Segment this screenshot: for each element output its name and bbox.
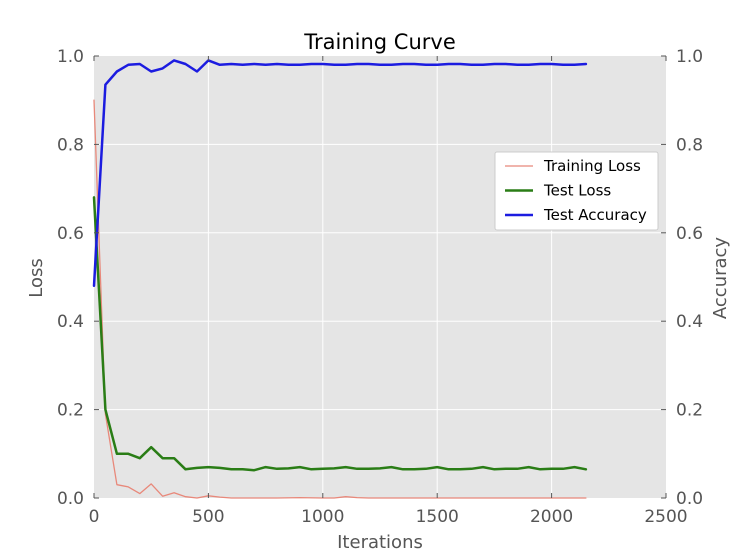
y-axis-label-right: Accuracy: [710, 237, 731, 320]
x-tick-label: 0: [89, 507, 100, 527]
legend-label: Training Loss: [543, 157, 641, 175]
legend-label: Test Accuracy: [543, 206, 647, 224]
x-tick-label: 2500: [644, 507, 687, 527]
x-tick-label: 1000: [301, 507, 344, 527]
y-tick-label-left: 0.8: [57, 135, 84, 155]
y-tick-label-left: 0.6: [57, 224, 84, 244]
x-axis-label: Iterations: [337, 532, 423, 553]
y-tick-label-right: 1.0: [676, 47, 703, 67]
series-line-training-loss: [93, 99, 587, 499]
x-tick-label: 500: [192, 507, 224, 527]
legend-label: Test Loss: [543, 182, 611, 200]
y-tick-label-right: 0.4: [676, 312, 703, 332]
y-tick-label-right: 0.0: [676, 489, 703, 509]
y-tick-label-right: 0.6: [676, 224, 703, 244]
y-tick-label-left: 0.2: [57, 401, 84, 421]
y-tick-label-left: 1.0: [57, 47, 84, 67]
y-tick-label-left: 0.4: [57, 312, 84, 332]
series-line-test-loss: [92, 196, 588, 472]
x-tick-label: 2000: [530, 507, 573, 527]
axes-layer: 0 500 1000 1500 2000 25000.00.20.40.60.81.00.…: [57, 47, 703, 527]
y-tick-label-left: 0.0: [57, 489, 84, 509]
plot-background: [94, 56, 666, 498]
y-tick-label-right: 0.2: [676, 401, 703, 421]
grid-lines: [94, 56, 666, 498]
y-axis-label-left: Loss: [26, 258, 47, 297]
chart-title: Training Curve: [303, 30, 456, 54]
legend: Training Loss Test Loss Test Accuracy: [494, 151, 659, 231]
series-line-test-accuracy: [92, 59, 588, 288]
y-tick-label-right: 0.8: [676, 135, 703, 155]
legend-box: [494, 151, 659, 231]
x-tick-label: 1500: [416, 507, 459, 527]
series-layer: [92, 59, 588, 499]
